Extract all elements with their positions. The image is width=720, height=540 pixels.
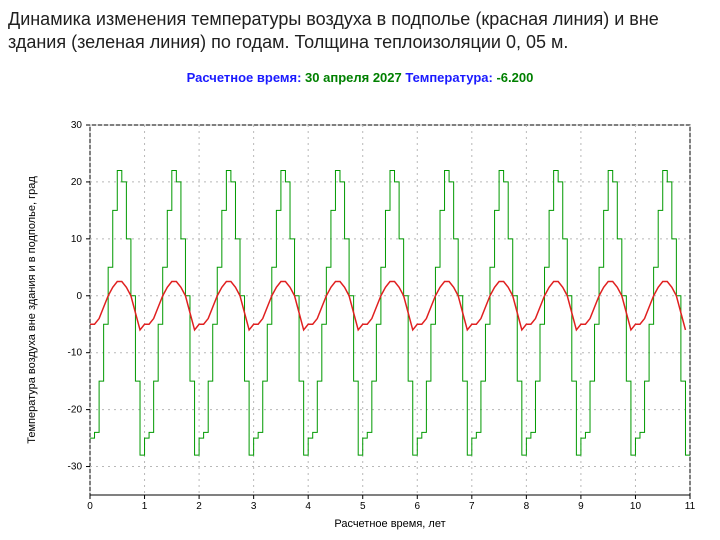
svg-text:-20: -20 <box>68 405 83 416</box>
svg-text:5: 5 <box>360 501 366 512</box>
title-value-date: 30 апреля 2027 <box>305 70 402 85</box>
title-value-temp: -6.200 <box>496 70 533 85</box>
svg-text:10: 10 <box>630 501 642 512</box>
svg-text:0: 0 <box>76 291 82 302</box>
svg-text:0: 0 <box>87 501 93 512</box>
svg-text:30: 30 <box>71 120 83 131</box>
svg-text:10: 10 <box>71 234 83 245</box>
svg-text:8: 8 <box>524 501 530 512</box>
title-label-1: Расчетное время: <box>187 70 305 85</box>
title-label-2: Температура: <box>402 70 497 85</box>
figure-caption: Динамика изменения температуры воздуха в… <box>8 8 712 53</box>
svg-text:1: 1 <box>142 501 148 512</box>
svg-text:2: 2 <box>196 501 202 512</box>
svg-text:-10: -10 <box>68 348 83 359</box>
svg-text:Расчетное время, лет: Расчетное время, лет <box>334 518 445 530</box>
svg-text:6: 6 <box>414 501 420 512</box>
svg-text:3: 3 <box>251 501 257 512</box>
svg-text:9: 9 <box>578 501 584 512</box>
svg-text:4: 4 <box>305 501 311 512</box>
svg-text:11: 11 <box>685 501 696 512</box>
chart-container: Расчетное время: 30 апреля 2027 Температ… <box>0 70 720 540</box>
svg-text:20: 20 <box>71 177 83 188</box>
chart-title: Расчетное время: 30 апреля 2027 Температ… <box>0 70 720 85</box>
temperature-chart: 0 1 2 3 4 5 6 7 8 9 10 11 -30 -20 -10 0 10 20 30 Расчетное … <box>0 85 720 535</box>
svg-text:Температура воздуха вне здания: Температура воздуха вне здания и в подпо… <box>26 176 38 444</box>
svg-text:7: 7 <box>469 501 475 512</box>
svg-text:-30: -30 <box>68 462 83 473</box>
